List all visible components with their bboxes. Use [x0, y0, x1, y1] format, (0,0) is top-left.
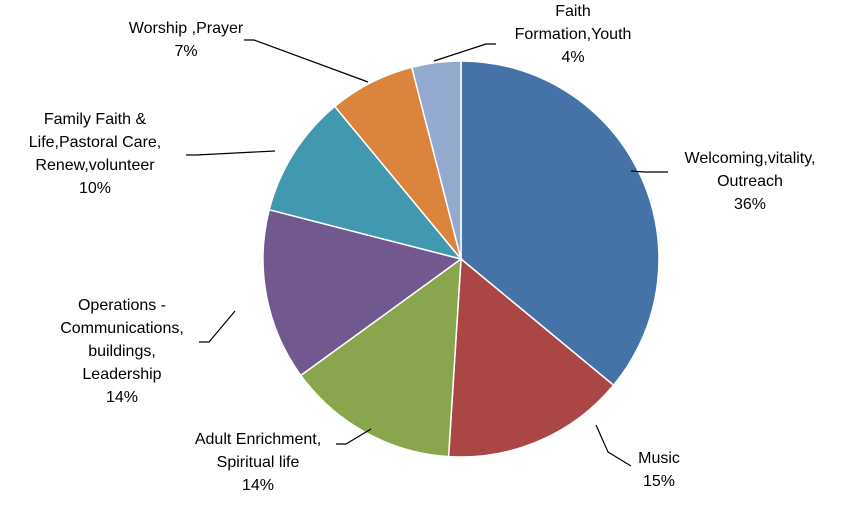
leader-line-adult-enrichment: [336, 428, 372, 445]
slice-label-family-faith: Family Faith & Life,Pastoral Care, Renew,v…: [29, 111, 162, 197]
slice-percent-adult-enrichment: 14%: [242, 477, 274, 494]
slice-label-line: Outreach: [717, 173, 783, 190]
slice-label-line: Life,Pastoral Care,: [29, 134, 162, 151]
slice-percent-welcoming-vitality: 36%: [734, 196, 766, 213]
slice-label-line: Communications,: [60, 320, 184, 337]
pie-slice-welcoming-vitality: [460, 60, 660, 387]
leader-line-welcoming-vitality: [630, 170, 668, 173]
leader-line-operations: [199, 310, 236, 343]
leader-lines-layer: [186, 39, 668, 467]
slices-layer: [262, 60, 660, 458]
slice-label-worship-prayer: Worship ,Prayer 7%: [129, 20, 244, 60]
slice-label-line: Faith: [555, 3, 591, 20]
slice-percent-music: 15%: [643, 473, 675, 490]
slice-label-line: Formation,Youth: [515, 26, 632, 43]
slice-label-line: Spiritual life: [217, 454, 300, 471]
slice-label-line: Family Faith &: [44, 111, 147, 128]
leader-line-music: [595, 424, 632, 467]
slice-percent-faith: 4%: [561, 49, 584, 66]
pie-slice-operations: [262, 208, 463, 377]
slice-percent-family-faith: 10%: [79, 180, 111, 197]
slice-label-faith: Faith Formation,Youth 4%: [515, 3, 632, 66]
slice-label-line: Adult Enrichment,: [195, 431, 321, 448]
pie-slice-faith: [410, 60, 462, 260]
slice-percent-operations: 14%: [106, 389, 138, 406]
pie-slice-music: [447, 257, 615, 458]
slice-label-operations: Operations - Communications, buildings, Lea…: [60, 297, 184, 406]
slice-percent-worship-prayer: 7%: [174, 43, 197, 60]
slice-label-welcoming-vitality: Welcoming,vitality, Outreach 36%: [685, 150, 816, 213]
leader-line-worship-prayer: [244, 39, 369, 83]
leader-line-family-faith: [186, 150, 276, 156]
slice-label-line: Music: [638, 450, 680, 467]
slice-label-line: Leadership: [82, 366, 161, 383]
leader-line-faith: [433, 43, 496, 62]
labels-layer: Welcoming,vitality, Outreach 36% Music 15% Ad…: [29, 3, 816, 494]
slice-label-line: buildings,: [88, 343, 156, 360]
slice-label-line: Renew,volunteer: [35, 157, 155, 174]
pie-slice-family-faith: [268, 105, 464, 261]
slice-label-line: Welcoming,vitality,: [685, 150, 816, 167]
slice-label-line: Worship ,Prayer: [129, 20, 244, 37]
slice-label-adult-enrichment: Adult Enrichment, Spiritual life 14%: [195, 431, 321, 494]
slice-label-line: Operations -: [78, 297, 166, 314]
slice-label-music: Music 15%: [638, 450, 680, 490]
